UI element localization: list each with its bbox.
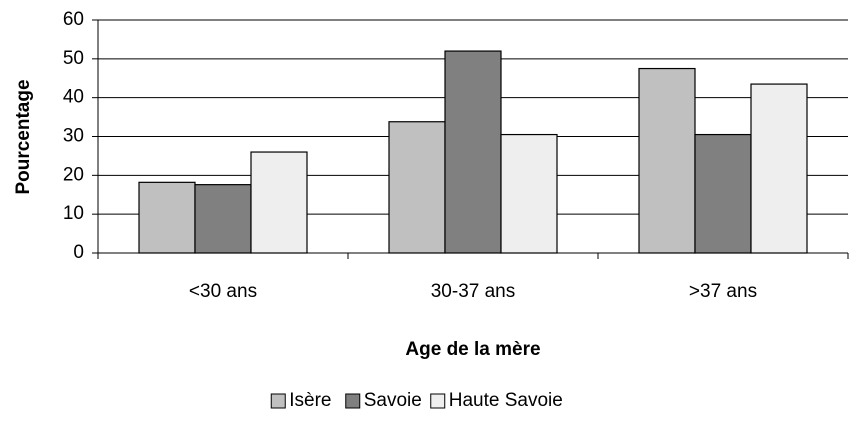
legend-label: Savoie (364, 390, 422, 411)
y-axis-title: Pourcentage (13, 79, 34, 194)
y-tick-label: 0 (73, 242, 84, 263)
bar (138, 181, 196, 254)
x-tick-label: 30-37 ans (431, 281, 516, 302)
x-axis-title: Age de la mère (405, 339, 540, 360)
legend-swatch (270, 393, 286, 409)
y-tick-label: 20 (63, 164, 84, 185)
legend-label: Haute Savoie (449, 390, 563, 411)
legend-swatch (430, 393, 446, 409)
bar (638, 67, 696, 254)
bar (694, 133, 752, 254)
bar (388, 121, 446, 254)
y-tick-label: 40 (63, 87, 84, 108)
y-tick-label: 10 (63, 203, 84, 224)
bar (194, 184, 252, 254)
bar (250, 151, 308, 254)
legend-label: Isère (289, 390, 331, 411)
x-tick-label: <30 ans (189, 281, 257, 302)
legend-swatch (345, 393, 361, 409)
x-tick-label: >37 ans (689, 281, 757, 302)
bar (500, 133, 558, 254)
bar (750, 83, 808, 254)
y-tick-label: 60 (63, 9, 84, 30)
y-tick-label: 30 (63, 126, 84, 147)
y-tick-label: 50 (63, 48, 84, 69)
bar (444, 50, 502, 254)
